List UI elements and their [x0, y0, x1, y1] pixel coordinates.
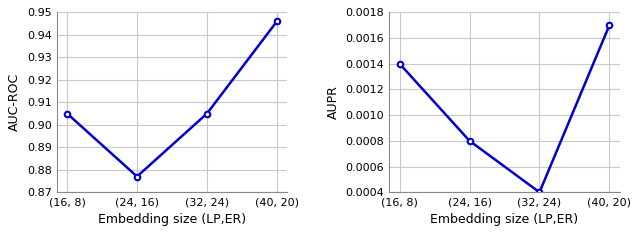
- Y-axis label: AUC-ROC: AUC-ROC: [8, 73, 21, 132]
- X-axis label: Embedding size (LP,ER): Embedding size (LP,ER): [431, 213, 579, 226]
- X-axis label: Embedding size (LP,ER): Embedding size (LP,ER): [98, 213, 246, 226]
- Y-axis label: AUPR: AUPR: [327, 85, 340, 119]
